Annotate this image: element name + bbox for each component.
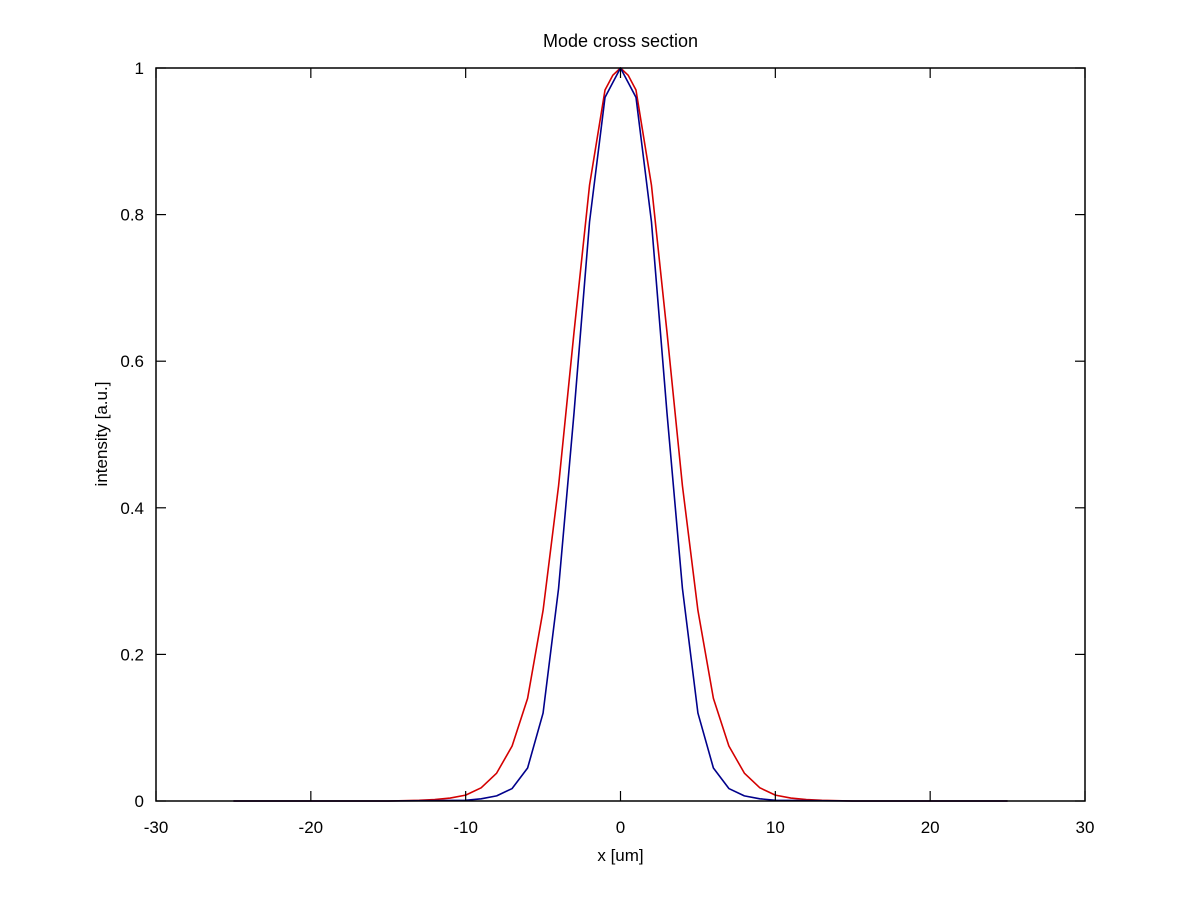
x-tick-label: 30 xyxy=(1076,818,1095,837)
y-tick-label: 0.6 xyxy=(120,352,144,371)
x-tick-label: -20 xyxy=(299,818,324,837)
y-tick-label: 1 xyxy=(135,59,144,78)
y-tick-label: 0.8 xyxy=(120,206,144,225)
y-tick-label: 0.4 xyxy=(120,499,144,518)
ticks-layer: -30 -20 -10 0 10 20 30 0 0.2 0.4 0.6 0.8 1 xyxy=(120,59,1094,837)
x-tick-label: 10 xyxy=(766,818,785,837)
y-tick-label: 0.2 xyxy=(120,645,144,664)
y-tick-label: 0 xyxy=(135,792,144,811)
chart-title: Mode cross section xyxy=(543,31,698,51)
y-axis-title: intensity [a.u.] xyxy=(92,382,111,487)
x-tick-label: 0 xyxy=(616,818,625,837)
x-tick-label: -10 xyxy=(453,818,478,837)
x-tick-label: 20 xyxy=(921,818,940,837)
x-axis-title: x [um] xyxy=(597,846,643,865)
plot-frame xyxy=(155,67,1086,802)
x-tick-label: -30 xyxy=(144,818,169,837)
